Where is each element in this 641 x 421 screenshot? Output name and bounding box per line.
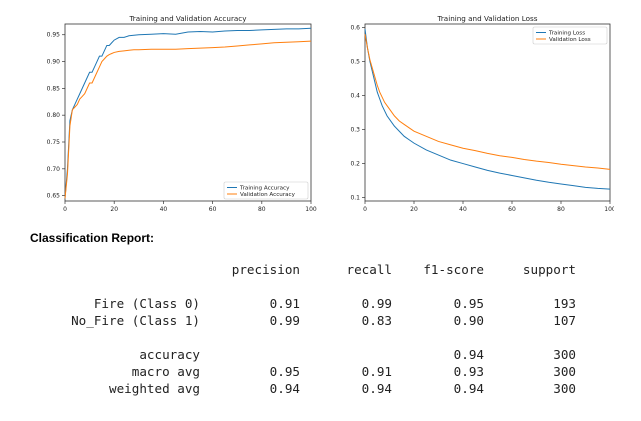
y-tick-label: 0.3 (350, 127, 360, 134)
f1-value: 0.94 (453, 381, 484, 396)
x-tick-label: 0 (63, 206, 67, 213)
y-tick-label: 0.95 (47, 32, 61, 39)
y-tick-label: 0.70 (47, 166, 61, 173)
precision-value: 0.91 (269, 296, 300, 311)
plot-frame (364, 23, 611, 202)
recall-value: 0.99 (361, 296, 392, 311)
series-line-training (364, 29, 611, 190)
support-value: 300 (553, 381, 576, 396)
chart-title: Training and Validation Accuracy (128, 14, 247, 23)
y-tick-label: 0.80 (47, 112, 61, 119)
f1-value: 0.95 (453, 296, 484, 311)
support-value: 193 (553, 296, 576, 311)
row-label: Fire (Class 0) (93, 296, 200, 311)
y-tick-label: 0.4 (350, 92, 360, 99)
x-tick-label: 40 (160, 206, 168, 213)
y-tick-label: 0.1 (350, 195, 360, 202)
x-tick-label: 60 (209, 206, 217, 213)
x-tick-label: 80 (258, 206, 266, 213)
x-tick-label: 60 (508, 206, 516, 213)
y-tick-label: 0.2 (350, 161, 360, 168)
y-tick-label: 0.6 (350, 24, 360, 31)
precision-value: 0.95 (269, 364, 300, 379)
recall-value: 0.94 (361, 381, 392, 396)
recall-value: 0.91 (361, 364, 392, 379)
plot-frame (64, 23, 312, 202)
legend-label: Training Loss (548, 31, 585, 37)
accuracy-chart: Training and Validation Accuracy 0 20 40 60 8… (47, 14, 317, 213)
y-tick-label: 0.65 (47, 193, 61, 200)
x-tick-label: 40 (459, 206, 467, 213)
column-header-support: support (522, 262, 576, 277)
column-header-recall: recall (346, 262, 393, 277)
precision-value: 0.99 (269, 313, 300, 328)
report-heading: Classification Report: (30, 231, 155, 245)
f1-value: 0.94 (453, 347, 484, 362)
series-line-validation (64, 40, 312, 199)
series-line-validation (364, 34, 611, 170)
x-tick-label: 20 (110, 206, 118, 213)
legend-label: Validation Loss (549, 37, 591, 43)
f1-value: 0.90 (453, 313, 484, 328)
legend-label: Training Accuracy (239, 186, 290, 192)
series-line-training (64, 27, 312, 199)
x-tick-label: 0 (363, 206, 367, 213)
y-tick-label: 0.75 (47, 139, 61, 146)
legend-label: Validation Accuracy (240, 192, 296, 198)
f1-value: 0.93 (453, 364, 484, 379)
x-tick-label: 80 (557, 206, 565, 213)
row-label: accuracy (139, 347, 200, 362)
x-tick-label: 100 (604, 206, 614, 213)
chart-title: Training and Validation Loss (437, 14, 538, 23)
loss-chart: Training and Validation Loss 0 20 40 60 80 100… (350, 14, 614, 213)
support-value: 300 (553, 347, 576, 362)
column-header-precision: precision (231, 262, 300, 277)
row-label: weighted avg (109, 381, 200, 396)
row-label: macro avg (131, 364, 200, 379)
column-header-f1: f1-score (423, 262, 484, 277)
row-label: No_Fire (Class 1) (71, 313, 200, 328)
y-tick-label: 0.5 (350, 58, 360, 65)
recall-value: 0.83 (361, 313, 392, 328)
support-value: 300 (553, 364, 576, 379)
x-tick-label: 20 (410, 206, 418, 213)
y-tick-label: 0.90 (47, 59, 61, 66)
y-tick-label: 0.85 (47, 85, 61, 92)
precision-value: 0.94 (269, 381, 300, 396)
x-tick-label: 100 (305, 206, 317, 213)
support-value: 107 (553, 313, 576, 328)
